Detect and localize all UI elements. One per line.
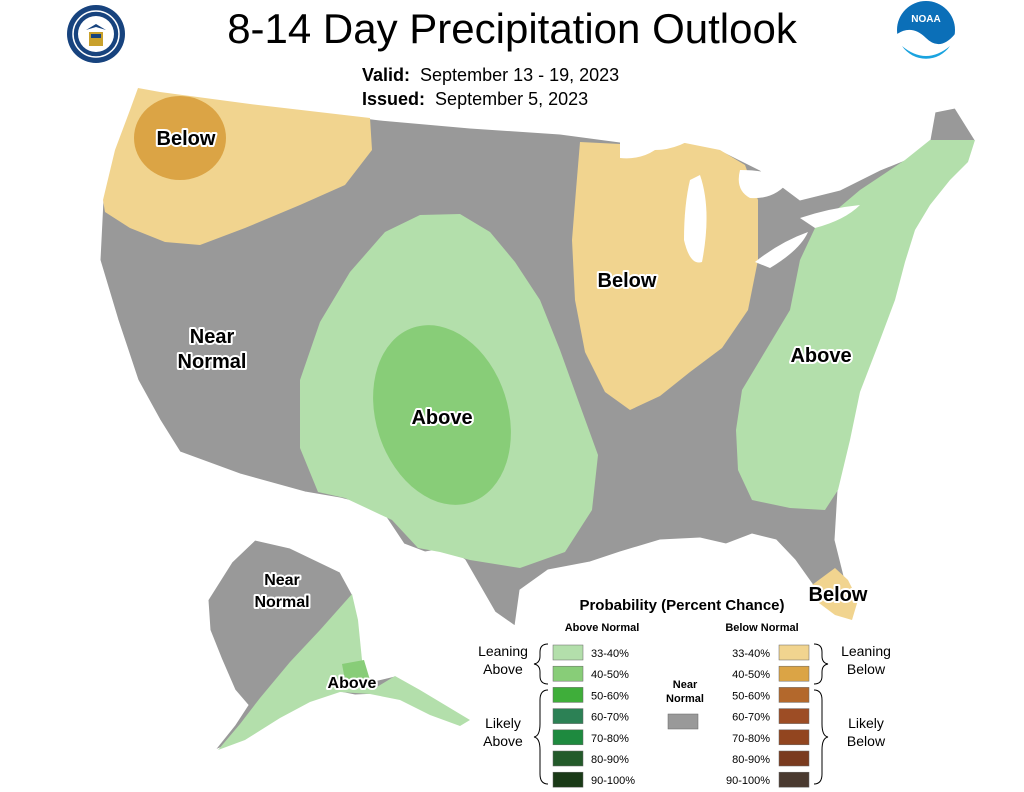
- label-near-normal-alaska-1: Near: [264, 572, 300, 589]
- legend-likely-above-1: Likely: [485, 715, 521, 731]
- legend-likely-below-2: Below: [847, 733, 886, 749]
- legend-leaning-below-1: Leaning: [841, 643, 891, 659]
- legend-swatch-near-normal: [667, 713, 699, 730]
- legend-below-bin-label-4: 70-80%: [732, 733, 770, 745]
- legend-above-bin-label-4: 70-80%: [591, 733, 629, 745]
- legend-above-bin-label-5: 80-90%: [591, 754, 629, 766]
- region-above-40-50-central: [373, 325, 511, 505]
- label-near-normal-alaska-2: Normal: [254, 594, 309, 611]
- noaa-logo-text: NOAA: [911, 14, 940, 25]
- legend-below-bin-swatch-4: [778, 729, 810, 746]
- legend-near-normal-2: Normal: [666, 693, 704, 705]
- legend-near-normal-1: Near: [673, 679, 698, 691]
- legend-brace-likely-above: [533, 689, 549, 785]
- label-above-central: Above: [411, 407, 472, 429]
- legend-leaning-above-1: Leaning: [478, 643, 528, 659]
- legend-above-bin-label-3: 60-70%: [591, 712, 629, 724]
- label-below-florida: Below: [809, 584, 868, 606]
- legend-below-bin-swatch-0: [778, 644, 810, 661]
- label-near-normal-west-2: Normal: [178, 351, 247, 373]
- legend-below-header: Below Normal: [725, 622, 798, 634]
- legend-above-bin-label-2: 50-60%: [591, 690, 629, 702]
- legend-below-bin-label-6: 90-100%: [726, 775, 770, 787]
- legend-leaning-below-2: Below: [847, 661, 886, 677]
- legend-below-bin-swatch-3: [778, 708, 810, 724]
- legend-above-bin-swatch-1: [552, 665, 584, 682]
- region-above-40-50-alaska: [342, 660, 370, 680]
- region-below-40-50-northwest: [134, 96, 226, 180]
- region-leaning-below-midwest: [572, 140, 758, 410]
- legend-above-bin-label-6: 90-100%: [591, 775, 635, 787]
- legend-above-bin-swatch-6: [552, 771, 584, 788]
- valid-label: Valid:: [362, 65, 411, 85]
- label-above-east: Above: [790, 345, 851, 367]
- legend-below-bin-label-2: 50-60%: [732, 690, 770, 702]
- issued-date: Issued: September 5, 2023: [362, 88, 588, 110]
- legend-above-header: Above Normal: [565, 622, 640, 634]
- commerce-seal-icon: [67, 5, 125, 63]
- label-near-normal-west-1: Near: [190, 326, 235, 348]
- legend-brace-leaning-above: [533, 643, 549, 685]
- legend-below-bin-swatch-6: [778, 771, 810, 788]
- legend-leaning-above-2: Above: [483, 661, 523, 677]
- legend-above-bin-swatch-0: [552, 644, 584, 661]
- legend-below-bin-swatch-2: [778, 687, 810, 703]
- legend-likely-below-1: Likely: [848, 715, 884, 731]
- legend-above-bin-swatch-4: [552, 729, 584, 746]
- issued-value: September 5, 2023: [435, 89, 589, 109]
- legend-below-bin-swatch-5: [778, 750, 810, 767]
- region-leaning-below-florida: [812, 568, 858, 620]
- great-lakes: [620, 127, 860, 268]
- label-below-midwest: Below: [598, 270, 657, 292]
- legend-above-bin-swatch-2: [552, 687, 584, 703]
- label-above-alaska: Above: [328, 675, 377, 692]
- legend-below-bin-label-0: 33-40%: [732, 648, 770, 660]
- legend-title: Probability (Percent Chance): [579, 597, 784, 614]
- legend-below-bin-label-1: 40-50%: [732, 669, 770, 681]
- legend-likely-above-2: Above: [483, 733, 523, 749]
- legend-above-bin-swatch-3: [552, 708, 584, 724]
- legend-below-bin-label-5: 80-90%: [732, 754, 770, 766]
- valid-date: Valid: September 13 - 19, 2023: [362, 64, 619, 86]
- legend-above-bin-label-1: 40-50%: [591, 669, 629, 681]
- legend-brace-leaning-below: [813, 643, 829, 685]
- map-title: 8-14 Day Precipitation Outlook: [227, 5, 797, 52]
- legend-above-bin-swatch-5: [552, 750, 584, 767]
- legend-above-bin-label-0: 33-40%: [591, 648, 629, 660]
- region-leaning-above-east: [736, 140, 975, 510]
- legend-below-bin-swatch-1: [778, 665, 810, 682]
- label-below-northwest: Below: [157, 128, 216, 150]
- issued-label: Issued:: [362, 89, 426, 109]
- noaa-logo-icon: NOAA: [897, 1, 955, 63]
- legend: Probability (Percent Chance) Above Norma…: [478, 597, 891, 788]
- valid-value: September 13 - 19, 2023: [420, 65, 620, 85]
- legend-below-bin-label-3: 60-70%: [732, 712, 770, 724]
- legend-brace-likely-below: [813, 689, 829, 785]
